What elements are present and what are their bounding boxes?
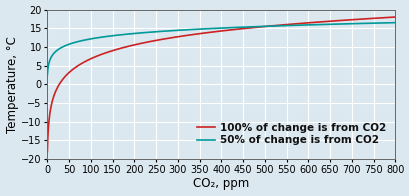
100% of change is from CO2 — [392, 16, 397, 18]
50% of change is from CO2 — [364, 22, 369, 24]
50% of change is from CO2 — [193, 28, 198, 30]
50% of change is from CO2 — [45, 74, 50, 76]
50% of change is from CO2 — [392, 22, 397, 24]
100% of change is from CO2 — [364, 18, 369, 20]
50% of change is from CO2 — [381, 22, 386, 24]
50% of change is from CO2 — [297, 24, 302, 26]
Line: 50% of change is from CO2: 50% of change is from CO2 — [47, 23, 394, 75]
100% of change is from CO2 — [45, 151, 50, 153]
50% of change is from CO2 — [210, 27, 215, 30]
Legend: 100% of change is from CO2, 50% of change is from CO2: 100% of change is from CO2, 50% of chang… — [192, 118, 389, 149]
100% of change is from CO2 — [297, 22, 302, 25]
100% of change is from CO2 — [210, 31, 215, 33]
50% of change is from CO2 — [191, 28, 196, 31]
X-axis label: CO₂, ppm: CO₂, ppm — [193, 177, 249, 191]
Y-axis label: Temperature, °C: Temperature, °C — [6, 36, 18, 133]
100% of change is from CO2 — [191, 33, 196, 36]
100% of change is from CO2 — [193, 33, 198, 35]
Line: 100% of change is from CO2: 100% of change is from CO2 — [47, 17, 394, 152]
100% of change is from CO2 — [381, 16, 386, 19]
